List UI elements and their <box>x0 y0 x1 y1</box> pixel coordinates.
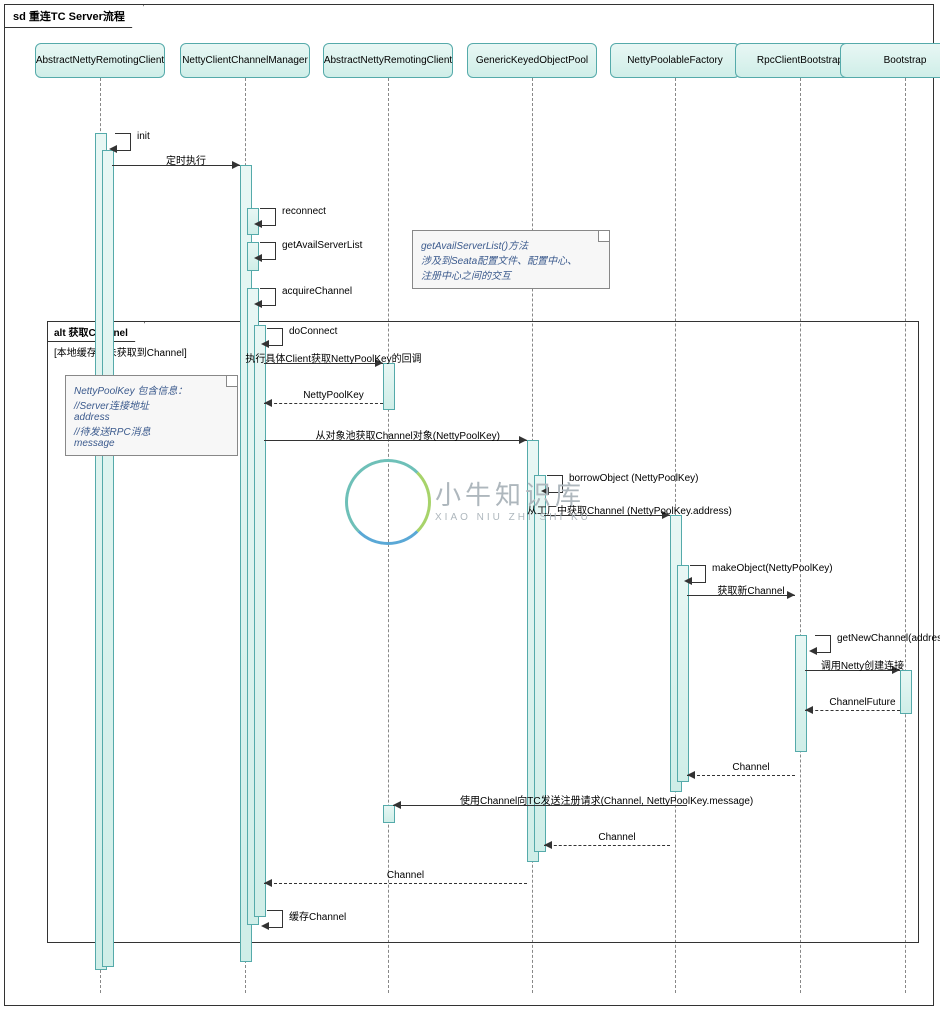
note-1: NettyPoolKey 包含信息：//Server连接地址address//待… <box>65 375 238 456</box>
message-label-17: 使用Channel向TC发送注册请求(Channel, NettyPoolKey… <box>460 792 640 807</box>
self-message-3 <box>260 242 276 260</box>
sequence-diagram-frame: sd 重连TC Server流程 AbstractNettyRemotingCl… <box>4 4 934 1006</box>
message-label-11: makeObject(NettyPoolKey) <box>712 563 833 574</box>
watermark-text: 小牛知识库 XIAO NIU ZHI SHI KU <box>435 475 591 523</box>
participant-p1: AbstractNettyRemotingClient <box>35 43 165 78</box>
message-label-0: init <box>137 131 150 142</box>
alt-guard: [本地缓存中未获取到Channel] <box>54 344 187 359</box>
self-message-11 <box>690 565 706 583</box>
participant-p7: Bootstrap <box>840 43 940 78</box>
note-0: getAvailServerList()方法涉及到Seata配置文件、配置中心、… <box>412 230 610 289</box>
activation-12 <box>795 635 807 752</box>
participant-p4: GenericKeyedObjectPool <box>467 43 597 78</box>
activation-1 <box>102 150 114 967</box>
activation-11 <box>677 565 689 782</box>
message-19 <box>264 883 527 884</box>
participant-p5: NettyPoolableFactory <box>610 43 740 78</box>
self-message-2 <box>260 208 276 226</box>
message-label-8: 从对象池获取Channel对象(NettyPoolKey) <box>316 427 496 442</box>
message-label-2: reconnect <box>282 206 326 217</box>
participant-p3: AbstractNettyRemotingClient <box>323 43 453 78</box>
message-label-19: Channel <box>316 870 496 881</box>
participant-p2: NettyClientChannelManager <box>180 43 310 78</box>
message-16 <box>687 775 795 776</box>
self-message-5 <box>267 328 283 346</box>
self-message-4 <box>260 288 276 306</box>
watermark-logo <box>345 459 431 545</box>
message-label-7: NettyPoolKey <box>244 390 424 401</box>
message-18 <box>544 845 670 846</box>
message-label-13: getNewChannel(address) <box>837 633 940 644</box>
self-message-20 <box>267 910 283 928</box>
message-label-12: 获取新Channel <box>661 582 841 597</box>
message-label-18: Channel <box>527 832 707 843</box>
activation-7 <box>383 363 395 410</box>
message-15 <box>805 710 900 711</box>
message-label-15: ChannelFuture <box>773 697 940 708</box>
message-label-5: doConnect <box>289 326 337 337</box>
self-message-0 <box>115 133 131 151</box>
message-7 <box>264 403 383 404</box>
message-label-20: 缓存Channel <box>289 908 346 923</box>
message-label-6: 执行具体Client获取NettyPoolKey的回调 <box>244 350 424 365</box>
message-label-16: Channel <box>661 762 841 773</box>
activation-6 <box>254 325 266 917</box>
message-label-14: 调用Netty创建连接 <box>773 657 940 672</box>
self-message-13 <box>815 635 831 653</box>
message-label-4: acquireChannel <box>282 286 352 297</box>
diagram-title: sd 重连TC Server流程 <box>5 5 144 28</box>
message-label-1: 定时执行 <box>96 152 276 167</box>
message-label-3: getAvailServerList <box>282 240 362 251</box>
